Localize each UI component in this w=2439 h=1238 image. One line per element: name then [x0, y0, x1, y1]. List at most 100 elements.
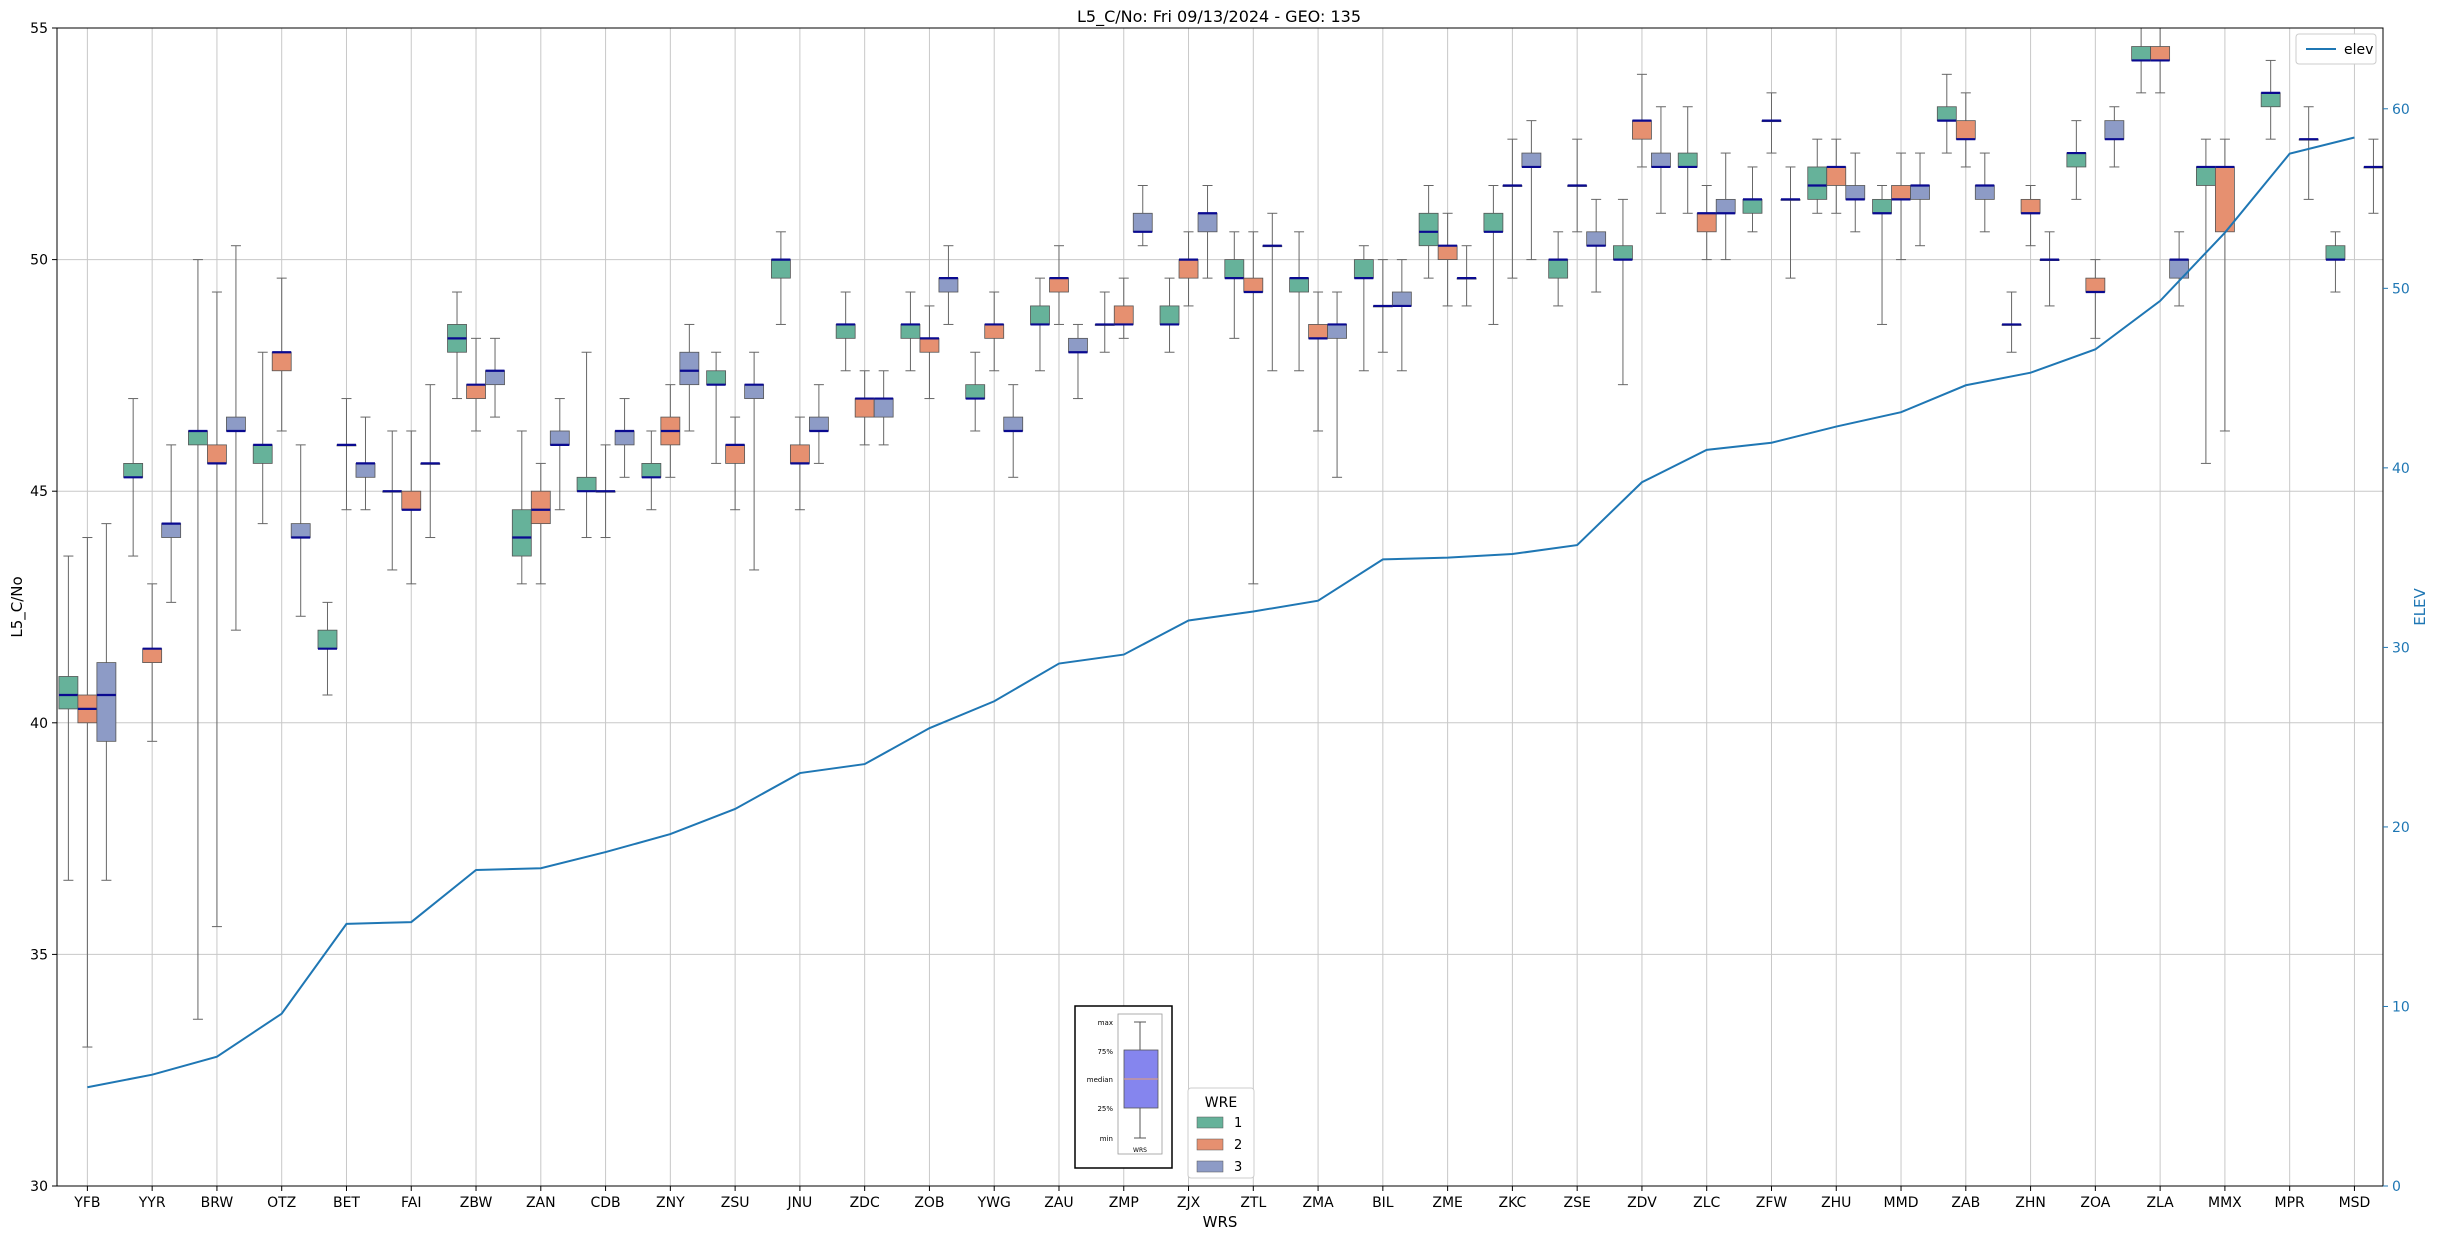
box-plot-wre-3: [485, 337, 505, 418]
box-plot-wre-3: [161, 444, 182, 603]
box-plot-wre-2: [1308, 291, 1328, 432]
y-tick-label: 40: [30, 716, 48, 732]
box-iqr: [1974, 185, 1995, 200]
box-plot-wre-1: [2325, 231, 2346, 293]
box-iqr: [2150, 46, 2171, 61]
box-plot-wre-2: [530, 462, 551, 585]
box-plot-wre-3: [1003, 384, 1024, 478]
box-iqr: [142, 648, 163, 663]
box-plot-wre-2: [1243, 231, 1264, 585]
box-plot-wre-1: [2001, 291, 2022, 353]
box-plot-wre-2: [466, 337, 486, 432]
box-iqr: [1178, 259, 1199, 279]
box-iqr: [1742, 198, 1763, 214]
box-plot-wre-3: [355, 416, 376, 511]
box-iqr: [679, 351, 700, 386]
box-plot-wre-3: [1780, 166, 1801, 279]
box-plot-wre-3: [1974, 152, 1995, 233]
box-plot-wre-1: [1872, 184, 1892, 325]
box-plot-wre-3: [1132, 184, 1153, 247]
y2-tick-label: 40: [2392, 461, 2410, 477]
box-plot-wre-1: [252, 351, 273, 525]
box-iqr: [1521, 152, 1542, 168]
box-plot-wre-2: [1178, 231, 1199, 307]
box-plot-wre-3: [1391, 259, 1412, 372]
box-iqr: [1845, 185, 1866, 200]
box-iqr: [1132, 212, 1153, 233]
box-iqr: [290, 523, 311, 538]
box-plot-wre-1: [770, 231, 791, 325]
box-iqr: [2214, 166, 2235, 233]
box-iqr: [1696, 212, 1717, 233]
box-plot-wre-3: [744, 351, 765, 571]
box-plot-wre-1: [900, 291, 921, 372]
box-plot-wre-1: [2066, 120, 2087, 200]
box-iqr: [1030, 305, 1050, 325]
box-iqr: [1308, 324, 1328, 339]
wre-legend-swatch-1: [1196, 1116, 1224, 1129]
x-tick-label: ZLA: [2146, 1195, 2174, 1211]
box-plot-wre-3: [1327, 291, 1347, 478]
x-tick-label: MSD: [2339, 1195, 2371, 1211]
box-iqr: [317, 629, 338, 650]
y2-axis-ticks: 0 10 20 30 40 50 60: [2383, 102, 2410, 1195]
box-iqr: [355, 463, 376, 478]
x-tick-label: MMX: [2208, 1195, 2242, 1211]
box-plot-wre-1: [1483, 184, 1504, 325]
box-iqr: [854, 398, 875, 418]
x-tick-label: BET: [333, 1195, 360, 1211]
box-plot-wre-1: [1936, 73, 1957, 154]
box-iqr: [1807, 166, 1828, 200]
chart-title: L5_C/No: Fri 09/13/2024 - GEO: 135: [1077, 7, 1361, 27]
box-iqr: [1437, 245, 1458, 260]
wre-legend-label-1: 1: [1234, 1116, 1242, 1131]
box-iqr: [485, 370, 505, 386]
box-plot-wre-3: [938, 245, 959, 325]
box-plot-wre-2: [725, 416, 746, 511]
box-iqr: [1872, 198, 1892, 214]
x-tick-label: ZSE: [1564, 1195, 1591, 1211]
box-iqr: [226, 416, 246, 432]
x-tick-label: ZFW: [1756, 1195, 1788, 1211]
inset-label-median: median: [1087, 1076, 1113, 1084]
y-axis-ticks: 30 35 40 45 50 55: [30, 21, 57, 1195]
box-iqr: [252, 444, 273, 464]
box-plot-wre-1: [382, 430, 403, 571]
box-iqr: [1243, 277, 1264, 293]
box-iqr: [1826, 166, 1847, 186]
elev-legend-label: elev: [2344, 42, 2373, 58]
box-iqr: [1677, 152, 1698, 168]
box-iqr: [808, 416, 829, 432]
x-tick-label: ZAB: [1951, 1195, 1980, 1211]
y2-tick-label: 50: [2392, 281, 2410, 297]
x-axis-ticks: YFB YYR BRW OTZ BET FAI ZBW ZAN CDB ZNY ZSU JNU ZDC Z…: [73, 1186, 2370, 1211]
box-iqr: [725, 444, 746, 464]
box-plot-wre-3: [1262, 212, 1283, 372]
elev-series: [87, 136, 2355, 1089]
elev-legend: elev: [2295, 33, 2377, 65]
box-iqr: [900, 324, 921, 339]
box-plot-wre-2: [789, 416, 810, 511]
box-plot-wre-2: [1955, 92, 1976, 168]
box-plot-wre-3: [614, 398, 635, 478]
boxplot-explainer-inset: max 75% median 25% min WRS: [1074, 1005, 1173, 1169]
box-plot-wre-3: [1586, 198, 1607, 293]
box-plot-wre-3: [96, 523, 117, 881]
x-axis-label: WRS: [1203, 1213, 1238, 1231]
box-plot-wre-1: [1353, 245, 1374, 372]
inset-label-q1: 25%: [1097, 1105, 1113, 1113]
box-plot-wre-2: [1826, 138, 1847, 214]
x-tick-label: BRW: [201, 1195, 234, 1211]
box-plot-wre-3: [2169, 231, 2190, 307]
inset-xlabel: WRS: [1133, 1147, 1147, 1154]
x-tick-label: MPR: [2275, 1195, 2306, 1211]
wre-legend-label-2: 2: [1234, 1138, 1242, 1153]
box-iqr: [161, 523, 182, 538]
box-iqr: [1613, 245, 1633, 260]
x-tick-label: ZHN: [2015, 1195, 2046, 1211]
box-plot-wre-1: [2195, 138, 2216, 464]
box-iqr: [2260, 92, 2281, 108]
box-plot-wre-2: [1502, 138, 1523, 279]
box-plot-wre-3: [2363, 138, 2384, 214]
